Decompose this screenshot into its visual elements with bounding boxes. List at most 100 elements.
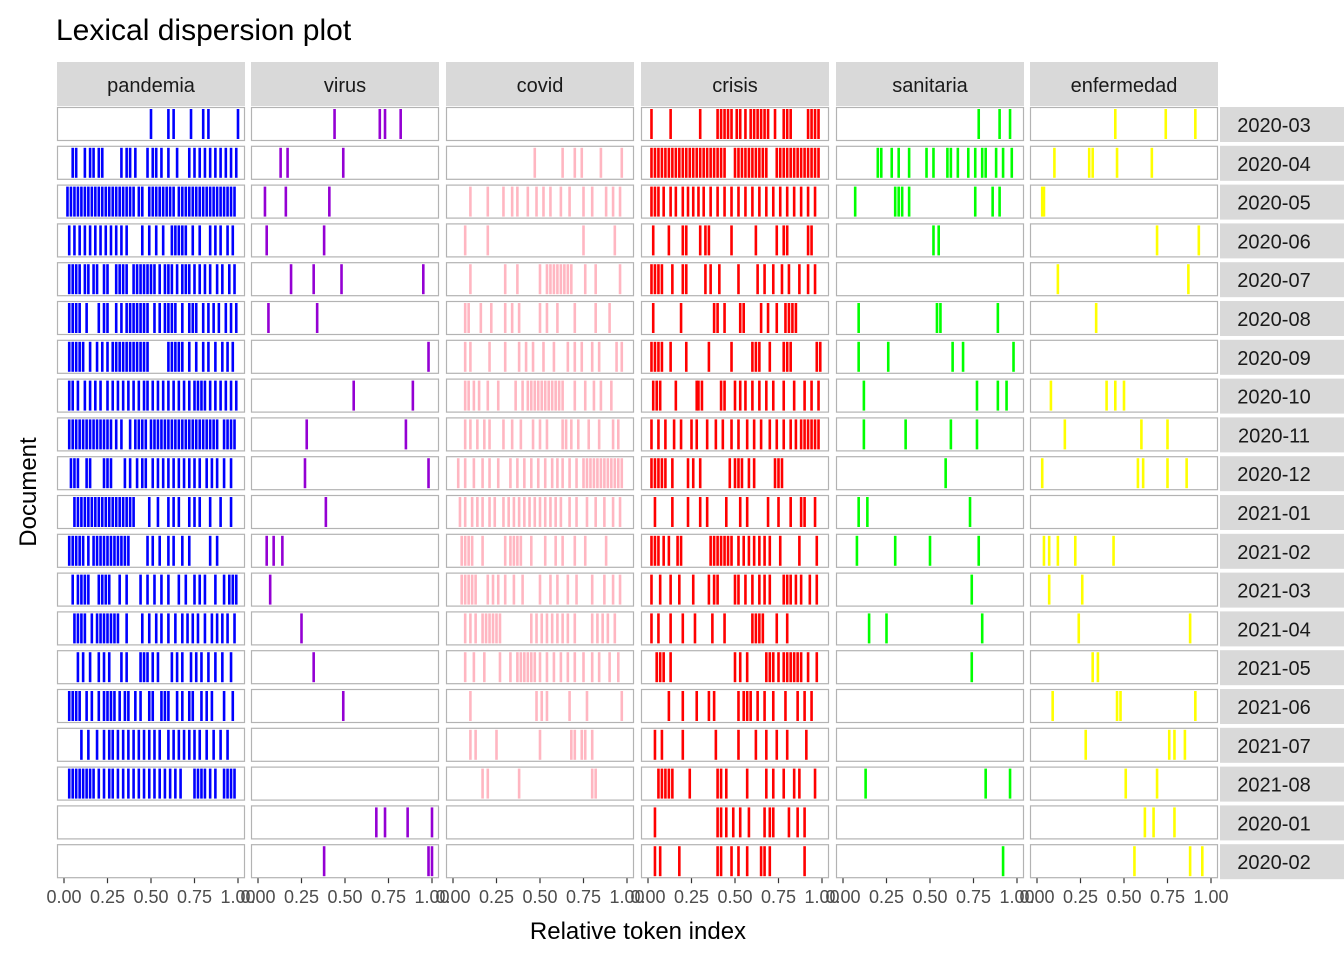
row-strip-label: 2020-09 bbox=[1237, 348, 1310, 370]
x-tick-label: 0.75 bbox=[177, 887, 212, 907]
panel-enfermedad-2020-03 bbox=[1029, 106, 1219, 142]
panel-virus-2021-06 bbox=[250, 688, 440, 724]
panel-frame bbox=[1029, 106, 1219, 142]
panel-pandemia-2020-12 bbox=[56, 456, 246, 491]
panel-frame bbox=[1029, 688, 1219, 724]
panel-crisis-2020-09 bbox=[640, 339, 830, 374]
panel-sanitaria-2020-06 bbox=[835, 223, 1025, 258]
facet-strip-label: virus bbox=[324, 75, 366, 97]
panel-frame bbox=[1029, 300, 1219, 336]
panel-virus-2020-06 bbox=[250, 223, 440, 258]
panel-frame bbox=[1029, 533, 1219, 568]
row-strip-bg bbox=[1220, 417, 1344, 453]
panel-covid-2020-12 bbox=[445, 456, 635, 491]
row-strip-2021-04: 2021-04 bbox=[1220, 611, 1344, 647]
facet-strip-bg bbox=[836, 62, 1024, 106]
panel-crisis-2020-02 bbox=[640, 844, 830, 879]
facet-strip-bg bbox=[1030, 62, 1218, 106]
panel-frame bbox=[250, 417, 440, 452]
x-tick-label: 0.00 bbox=[825, 887, 860, 907]
row-strip-bg bbox=[1220, 650, 1344, 686]
x-tick-label: 0.50 bbox=[1106, 887, 1141, 907]
row-strip-2020-12: 2020-12 bbox=[1220, 456, 1344, 492]
row-strip-label: 2021-02 bbox=[1237, 542, 1310, 564]
panel-frame bbox=[56, 844, 246, 879]
x-tick-label: 0.50 bbox=[717, 887, 752, 907]
panel-sanitaria-2020-10 bbox=[835, 378, 1025, 413]
panel-covid-2020-10 bbox=[445, 378, 635, 413]
y-axis-label: Document bbox=[15, 437, 42, 547]
panel-frame bbox=[56, 805, 246, 840]
facet-strip-pandemia: pandemia bbox=[57, 62, 245, 106]
panel-frame bbox=[835, 300, 1025, 336]
panel-enfermedad-2021-08 bbox=[1029, 766, 1219, 801]
x-tick-label: 0.75 bbox=[371, 887, 406, 907]
x-tick-label: 1.00 bbox=[999, 887, 1034, 907]
panel-covid-2021-01 bbox=[445, 494, 635, 530]
row-strip-bg bbox=[1220, 456, 1344, 492]
row-strip-bg bbox=[1220, 844, 1344, 880]
panel-frame bbox=[640, 727, 830, 762]
row-strip-2020-11: 2020-11 bbox=[1220, 417, 1344, 453]
panel-enfermedad-2020-11 bbox=[1029, 417, 1219, 452]
x-tick-label: 1.00 bbox=[1193, 887, 1228, 907]
row-strip-label: 2020-03 bbox=[1237, 115, 1310, 137]
panel-frame bbox=[56, 145, 246, 180]
x-tick-label: 0.00 bbox=[46, 887, 81, 907]
panel-virus-2021-08 bbox=[250, 766, 440, 801]
row-strip-2020-08: 2020-08 bbox=[1220, 301, 1344, 336]
panel-pandemia-2021-02 bbox=[56, 533, 246, 568]
panel-frame bbox=[250, 300, 440, 336]
panel-crisis-2020-11 bbox=[640, 417, 830, 452]
panel-frame bbox=[1029, 184, 1219, 219]
x-tick-label: 0.75 bbox=[566, 887, 601, 907]
panel-enfermedad-2021-04 bbox=[1029, 611, 1219, 646]
panel-crisis-2021-01 bbox=[640, 494, 830, 530]
panel-crisis-2020-06 bbox=[640, 223, 830, 258]
panel-frame bbox=[835, 572, 1025, 607]
panel-sanitaria-2020-12 bbox=[835, 456, 1025, 491]
panel-frame bbox=[1029, 339, 1219, 374]
panel-frame bbox=[250, 727, 440, 762]
panel-frame bbox=[835, 378, 1025, 413]
panel-enfermedad-2021-06 bbox=[1029, 688, 1219, 724]
panel-frame bbox=[1029, 727, 1219, 762]
row-strip-label: 2020-06 bbox=[1237, 231, 1310, 253]
panel-covid-2021-04 bbox=[445, 611, 635, 646]
panel-sanitaria-2021-06 bbox=[835, 688, 1025, 724]
panel-covid-2020-06 bbox=[445, 223, 635, 258]
row-strip-bg bbox=[1220, 301, 1344, 336]
panel-frame bbox=[1029, 805, 1219, 840]
panel-sanitaria-2020-11 bbox=[835, 417, 1025, 452]
row-strip-bg bbox=[1220, 339, 1344, 375]
chart-title: Lexical dispersion plot bbox=[56, 14, 352, 47]
panel-sanitaria-2021-02 bbox=[835, 533, 1025, 568]
row-strip-bg bbox=[1220, 495, 1344, 530]
row-strip-bg bbox=[1220, 533, 1344, 569]
panel-pandemia-2021-03 bbox=[56, 572, 246, 607]
panel-pandemia-2021-07 bbox=[56, 727, 246, 762]
panel-virus-2020-04 bbox=[250, 145, 440, 180]
row-strip-label: 2020-01 bbox=[1237, 813, 1310, 835]
panel-pandemia-2020-08 bbox=[56, 300, 246, 336]
panel-frame bbox=[56, 378, 246, 413]
row-strip-bg bbox=[1220, 689, 1344, 724]
panel-pandemia-2021-06 bbox=[56, 688, 246, 724]
panel-frame bbox=[445, 106, 635, 142]
panel-frame bbox=[835, 223, 1025, 258]
panel-frame bbox=[835, 184, 1025, 219]
panel-enfermedad-2020-06 bbox=[1029, 223, 1219, 258]
panel-frame bbox=[56, 456, 246, 491]
panel-frame bbox=[250, 611, 440, 646]
panel-frame bbox=[640, 300, 830, 336]
row-strip-2020-02: 2020-02 bbox=[1220, 844, 1344, 880]
panel-crisis-2021-07 bbox=[640, 727, 830, 762]
x-tick-label: 0.50 bbox=[327, 887, 362, 907]
x-tick-label: 0.75 bbox=[761, 887, 796, 907]
x-axis-enfermedad: 0.00 0.25 0.50 0.75 1.00 bbox=[1019, 878, 1229, 907]
panel-covid-2020-07 bbox=[445, 262, 635, 297]
panel-frame bbox=[250, 223, 440, 258]
panel-frame bbox=[835, 611, 1025, 646]
panel-pandemia-2020-09 bbox=[56, 339, 246, 374]
